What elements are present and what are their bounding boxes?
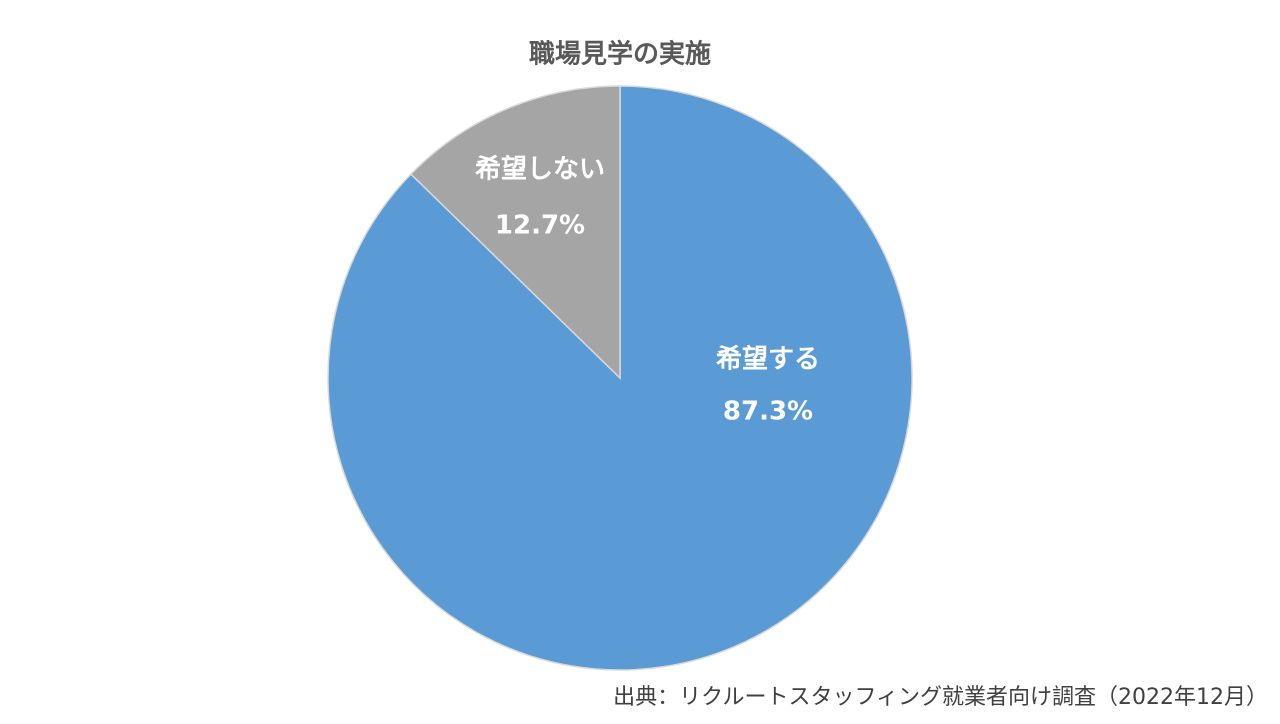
chart-title: 職場見学の実施 [529,39,711,70]
slice-label: 希望する [716,344,820,375]
value-label: 12.7% [495,211,585,241]
pie-slice [409,85,621,380]
value-label: 87.3% [723,397,813,427]
slice-label: 希望しない [475,154,605,185]
source-note: 出典：リクルートスタッフィング就業者向け調査（2022年12月） [613,685,1268,710]
